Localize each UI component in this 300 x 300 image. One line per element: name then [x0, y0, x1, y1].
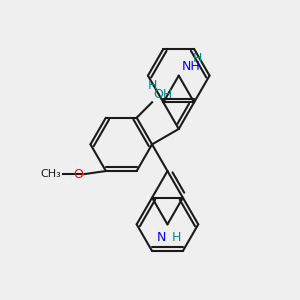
Text: O: O — [73, 168, 83, 181]
Text: CH₃: CH₃ — [40, 169, 61, 179]
Text: N: N — [157, 230, 166, 244]
Text: OH: OH — [154, 88, 173, 101]
Text: H: H — [147, 79, 157, 92]
Text: H: H — [193, 52, 202, 65]
Text: NH: NH — [182, 60, 201, 73]
Text: H: H — [172, 230, 182, 244]
